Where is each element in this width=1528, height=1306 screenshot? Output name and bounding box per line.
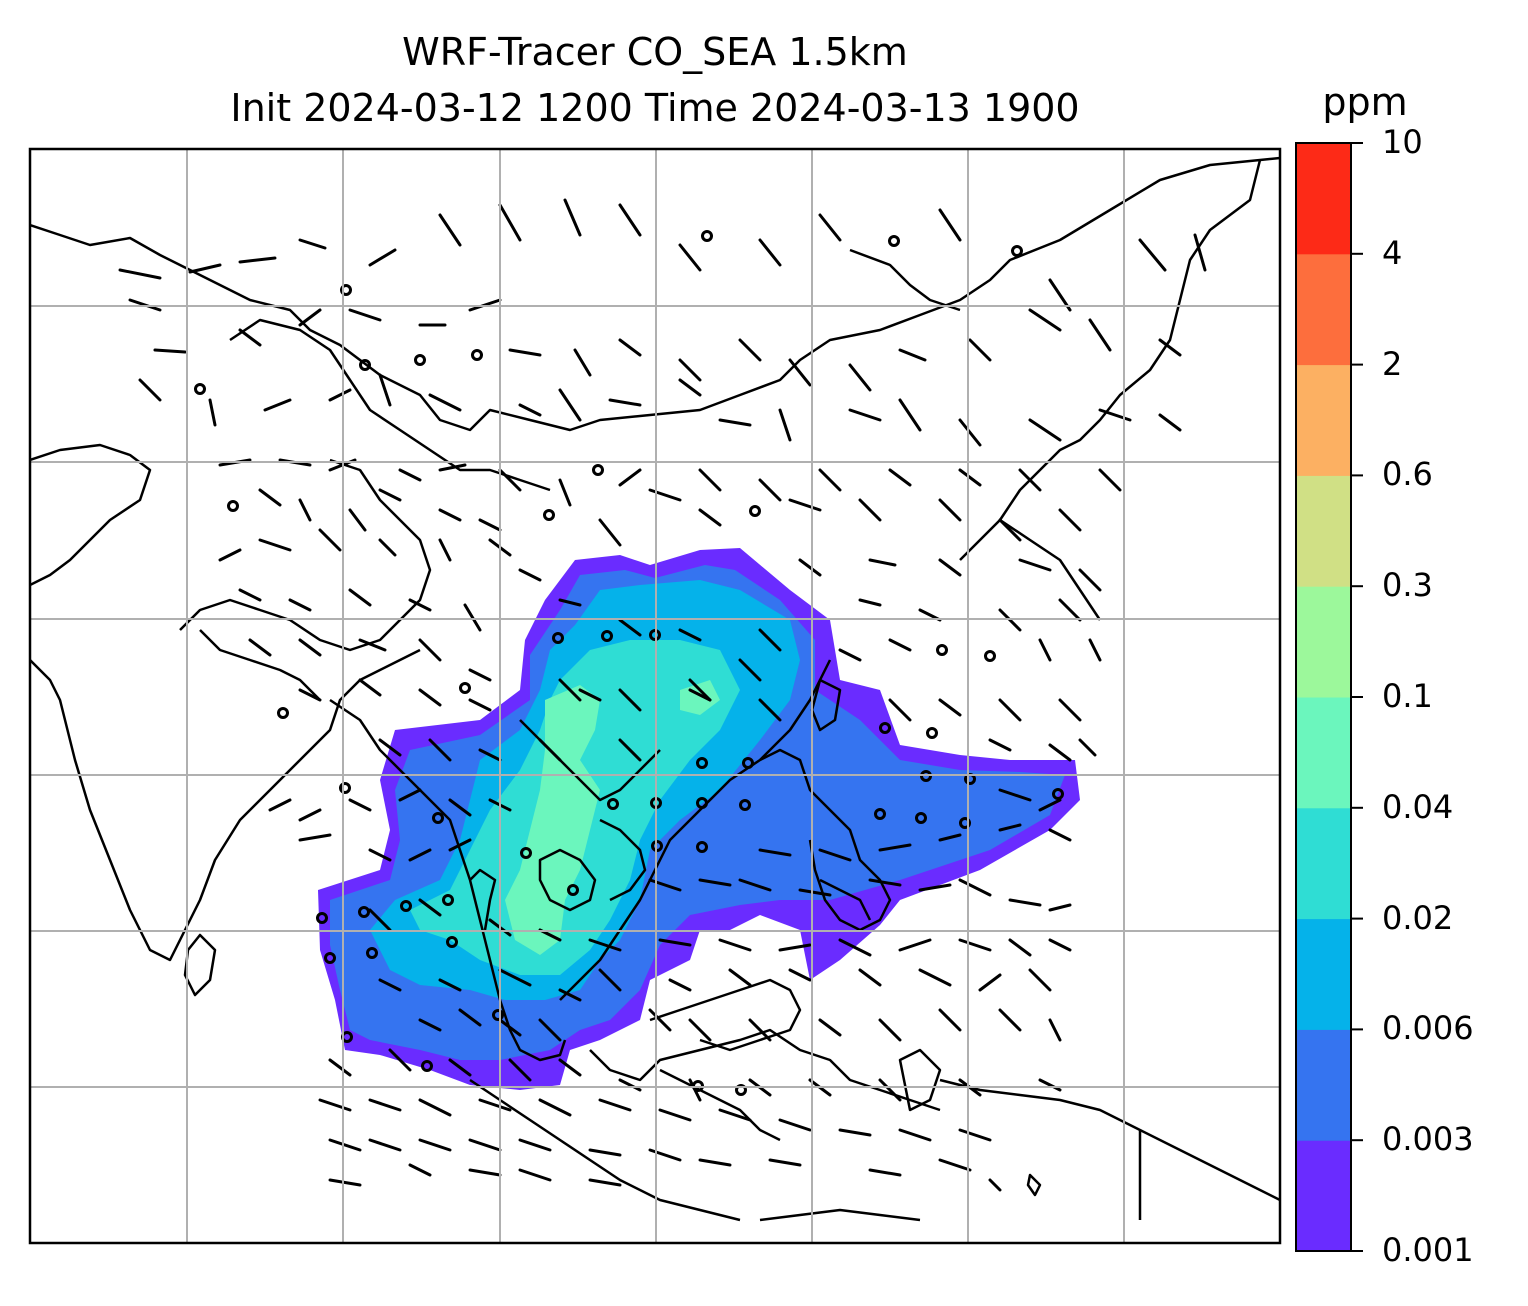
colorbar-segment xyxy=(1296,143,1351,255)
colorbar-tick-label: 0.1 xyxy=(1382,677,1433,715)
colorbar-tick-label: 0.04 xyxy=(1382,787,1454,826)
gridlines xyxy=(30,149,1280,1243)
colorbar-tick-label: 0.003 xyxy=(1382,1120,1474,1159)
colorbar-segment xyxy=(1296,253,1351,366)
coastlines xyxy=(30,156,1280,1222)
wind-barbs xyxy=(118,198,1207,1192)
map-subtitle: Init 2024-03-12 1200 Time 2024-03-13 190… xyxy=(230,86,1080,130)
colorbar-tick-label: 2 xyxy=(1382,344,1403,383)
colorbar-segment xyxy=(1296,586,1351,698)
map-title: WRF-Tracer CO_SEA 1.5km xyxy=(402,30,908,74)
colorbar-segment xyxy=(1296,1029,1351,1141)
plume-level-0.04 xyxy=(505,685,600,955)
colorbar-segment xyxy=(1296,475,1351,587)
colorbar-frame xyxy=(1295,142,1352,1252)
colorbar-tick-label: 0.006 xyxy=(1382,1009,1474,1048)
colorbar-tick-label: 0.3 xyxy=(1382,566,1433,605)
map-area xyxy=(30,149,1280,1243)
colorbar-unit-label: ppm xyxy=(1322,80,1408,124)
colorbar-segment xyxy=(1296,807,1351,920)
colorbar-segment xyxy=(1296,1140,1351,1252)
colorbar xyxy=(1296,142,1363,1252)
map-frame xyxy=(28,147,1282,1245)
colorbar-tick-label: 0.001 xyxy=(1382,1231,1474,1269)
colorbar-segment xyxy=(1296,697,1351,809)
colorbar-tick-label: 4 xyxy=(1382,233,1403,272)
colorbar-segment xyxy=(1296,364,1351,476)
colorbar-tick-label: 0.6 xyxy=(1382,455,1433,494)
colorbar-tick-label: 10 xyxy=(1382,123,1423,161)
colorbar-tick-label: 0.02 xyxy=(1382,898,1454,937)
colorbar-segment xyxy=(1296,918,1351,1030)
